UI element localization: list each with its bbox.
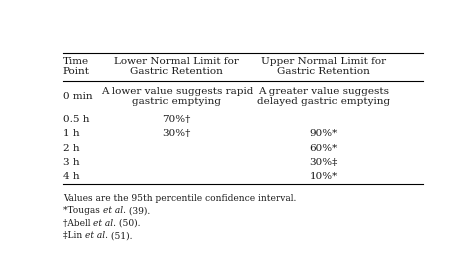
- Text: †Abell: †Abell: [63, 219, 93, 228]
- Text: 60%*: 60%*: [310, 144, 338, 152]
- Text: 30%‡: 30%‡: [310, 158, 338, 167]
- Text: Upper Normal Limit for
Gastric Retention: Upper Normal Limit for Gastric Retention: [261, 57, 386, 77]
- Text: *Tougas: *Tougas: [63, 206, 103, 215]
- Text: 30%†: 30%†: [163, 129, 191, 138]
- Text: (39).: (39).: [126, 206, 150, 215]
- Text: 4 h: 4 h: [63, 172, 80, 181]
- Text: Lower Normal Limit for
Gastric Retention: Lower Normal Limit for Gastric Retention: [114, 57, 239, 77]
- Text: A lower value suggests rapid
gastric emptying: A lower value suggests rapid gastric emp…: [100, 87, 253, 106]
- Text: (50).: (50).: [116, 219, 141, 228]
- Text: 90%*: 90%*: [310, 129, 338, 138]
- Text: 1 h: 1 h: [63, 129, 80, 138]
- Text: 10%*: 10%*: [310, 172, 338, 181]
- Text: (51).: (51).: [108, 231, 133, 240]
- Text: et al.: et al.: [85, 231, 108, 240]
- Text: 2 h: 2 h: [63, 144, 80, 152]
- Text: 0.5 h: 0.5 h: [63, 115, 90, 124]
- Text: et al.: et al.: [93, 219, 116, 228]
- Text: 70%†: 70%†: [163, 115, 191, 124]
- Text: 0 min: 0 min: [63, 92, 92, 101]
- Text: et al.: et al.: [103, 206, 126, 215]
- Text: 3 h: 3 h: [63, 158, 80, 167]
- Text: A greater value suggests
delayed gastric emptying: A greater value suggests delayed gastric…: [257, 87, 390, 106]
- Text: ‡Lin: ‡Lin: [63, 231, 85, 240]
- Text: Time
Point: Time Point: [63, 57, 90, 77]
- Text: Values are the 95th percentile confidence interval.: Values are the 95th percentile confidenc…: [63, 194, 296, 203]
